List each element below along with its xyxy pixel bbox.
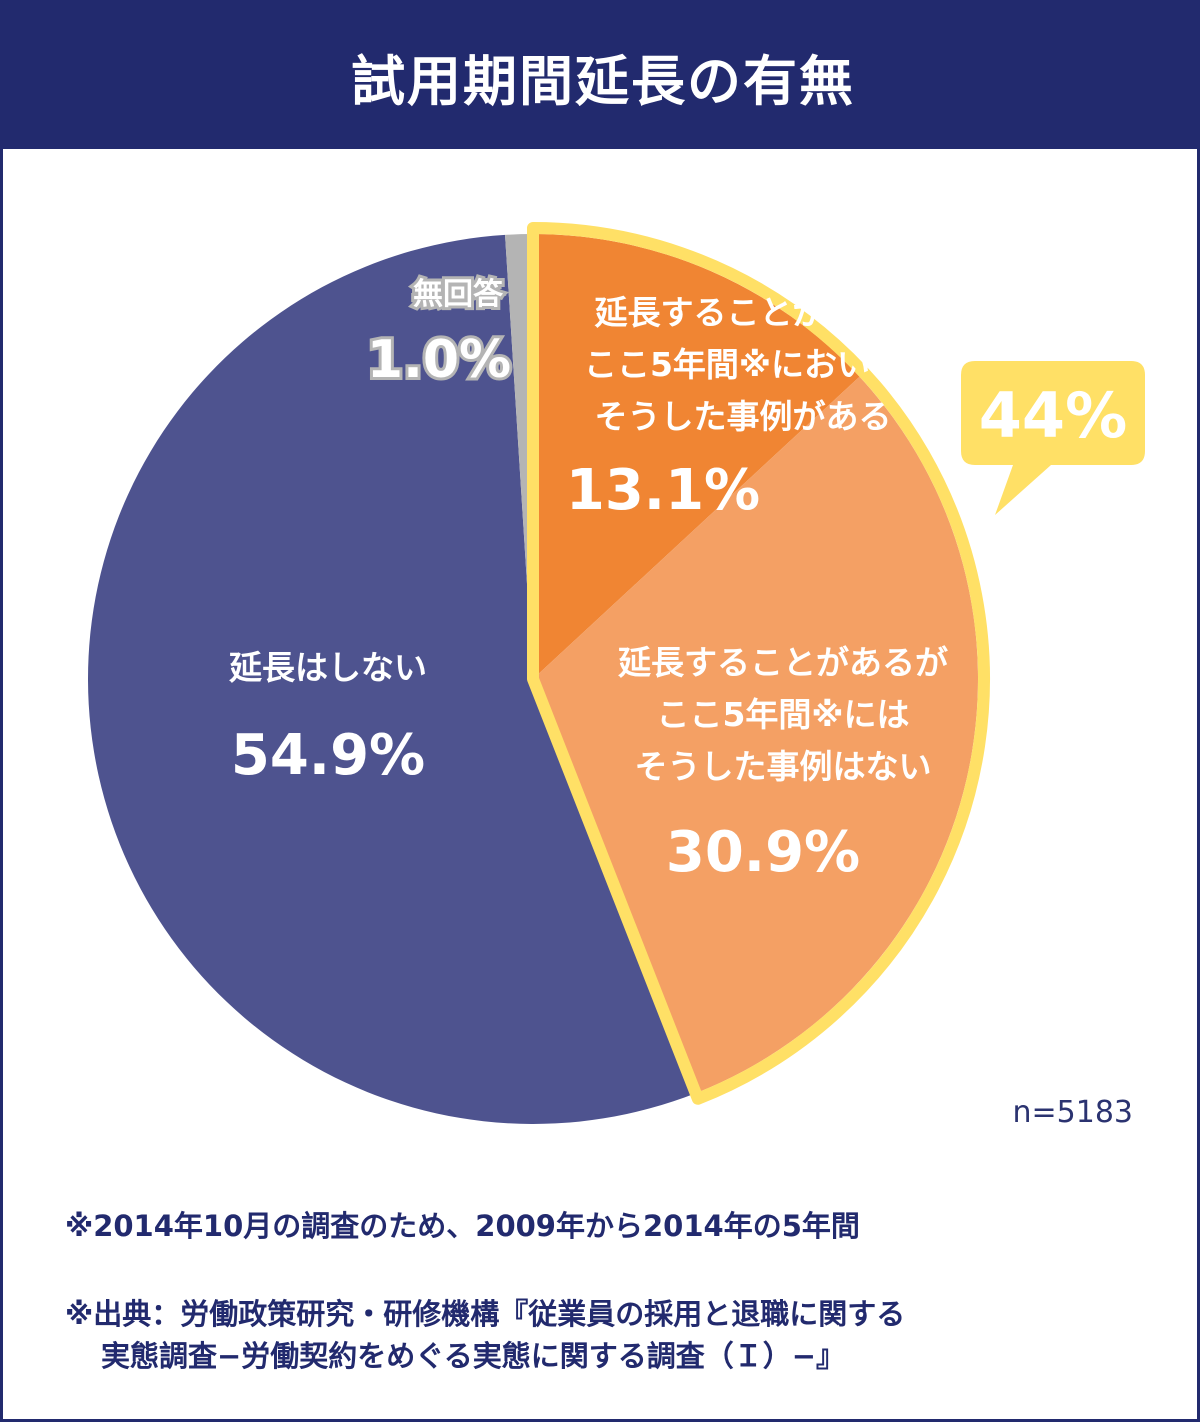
slice-label-line: そうした事例はない xyxy=(635,747,932,786)
highlight-value-label: 44% xyxy=(979,379,1127,452)
highlight-callout-bubble xyxy=(961,361,1145,515)
highlight-outline xyxy=(527,222,990,1105)
title-banner: 試用期間延長の有無 xyxy=(3,3,1200,149)
sample-size-label: n=5183 xyxy=(1012,1095,1134,1130)
slice-value-label: 13.1% xyxy=(566,458,760,523)
slice-label-line: そうした事例がある xyxy=(595,397,892,436)
slice-label-line: 延長することがあり xyxy=(595,293,892,332)
slice-value-label: 1.0% xyxy=(367,330,511,390)
chart-title: 試用期間延長の有無 xyxy=(351,49,855,113)
slice-extended-with-cases xyxy=(533,234,860,679)
slice-label-line: ここ5年間※には xyxy=(656,695,909,734)
slice-no-extension xyxy=(87,234,696,1124)
footnote-source: ※出典：労働政策研究・研修機構『従業員の採用と退職に関する 実態調査−労働契約を… xyxy=(65,1293,1165,1377)
footnote-source-line1: ※出典：労働政策研究・研修機構『従業員の採用と退職に関する xyxy=(65,1297,906,1331)
slice-no-answer xyxy=(505,234,533,679)
slice-label-line: 無回答 xyxy=(413,277,504,312)
footnote-period: ※2014年10月の調査のため、2009年から2014年の5年間 xyxy=(65,1209,860,1243)
slice-label-line: ここ5年間※において xyxy=(584,345,902,384)
slice-label-line: 延長はしない xyxy=(229,648,427,687)
slice-label-line: 延長することがあるが xyxy=(618,643,948,682)
slice-extended-no-cases xyxy=(533,376,978,1094)
slice-value-label: 54.9% xyxy=(231,723,425,788)
footnote-source-line2: 実態調査−労働契約をめぐる実態に関する調査（Ｉ）−』 xyxy=(101,1339,846,1373)
slice-value-label: 30.9% xyxy=(666,820,860,885)
